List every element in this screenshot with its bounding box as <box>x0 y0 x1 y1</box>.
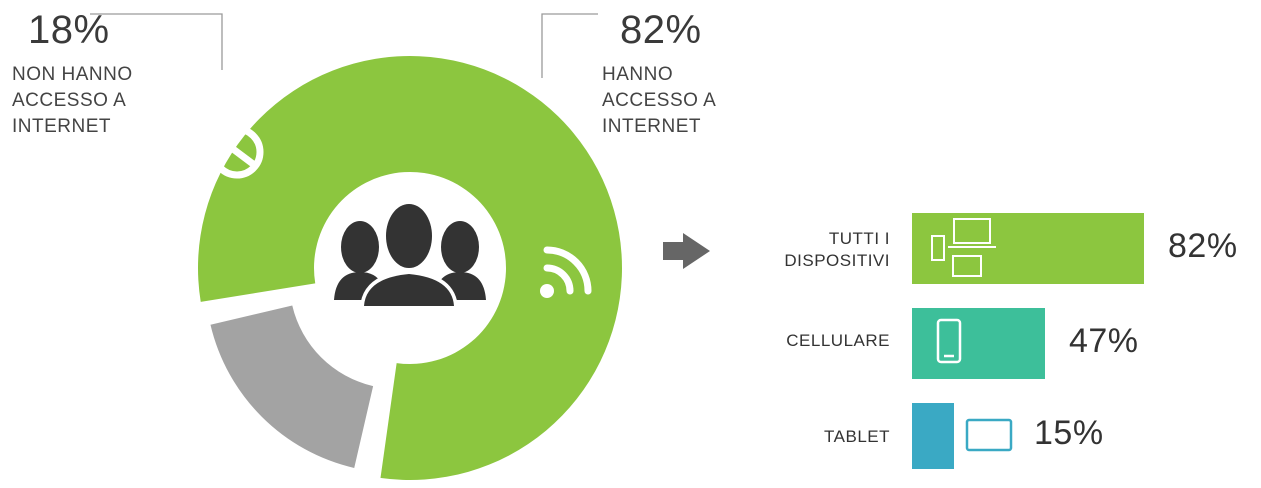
no-access-icon <box>210 125 264 179</box>
bar-value-phone: 47% <box>1068 321 1139 360</box>
bar-label-all-devices: TUTTI I DISPOSITIVI <box>784 229 890 270</box>
donut-slice-82 <box>198 56 622 481</box>
donut-group <box>198 56 622 481</box>
slice-82-caption: HANNO ACCESSO A INTERNET <box>602 64 717 137</box>
bar-value-all-devices: 82% <box>1168 226 1238 265</box>
arrow-right-icon <box>663 233 710 269</box>
bar-label-tablet: TABLET <box>824 427 890 446</box>
slice-82-value: 82% <box>620 8 702 52</box>
bar-all-devices <box>912 213 1144 284</box>
leader-line-82 <box>541 13 598 78</box>
people-group-icon <box>334 200 486 308</box>
tablet-icon <box>965 418 1013 452</box>
slice-18-value: 18% <box>28 8 110 52</box>
phone-icon <box>936 318 962 364</box>
leader-line-18 <box>90 13 223 70</box>
bar-value-tablet: 15% <box>1034 414 1104 452</box>
wifi-icon <box>540 246 592 298</box>
donut-slice-18 <box>210 305 374 468</box>
bar-phone <box>912 308 1045 379</box>
bar-tablet <box>912 403 954 469</box>
slice-18-caption: NON HANNO ACCESSO A INTERNET <box>12 64 133 137</box>
devices-icon <box>931 218 996 277</box>
bar-label-phone: CELLULARE <box>786 331 890 350</box>
